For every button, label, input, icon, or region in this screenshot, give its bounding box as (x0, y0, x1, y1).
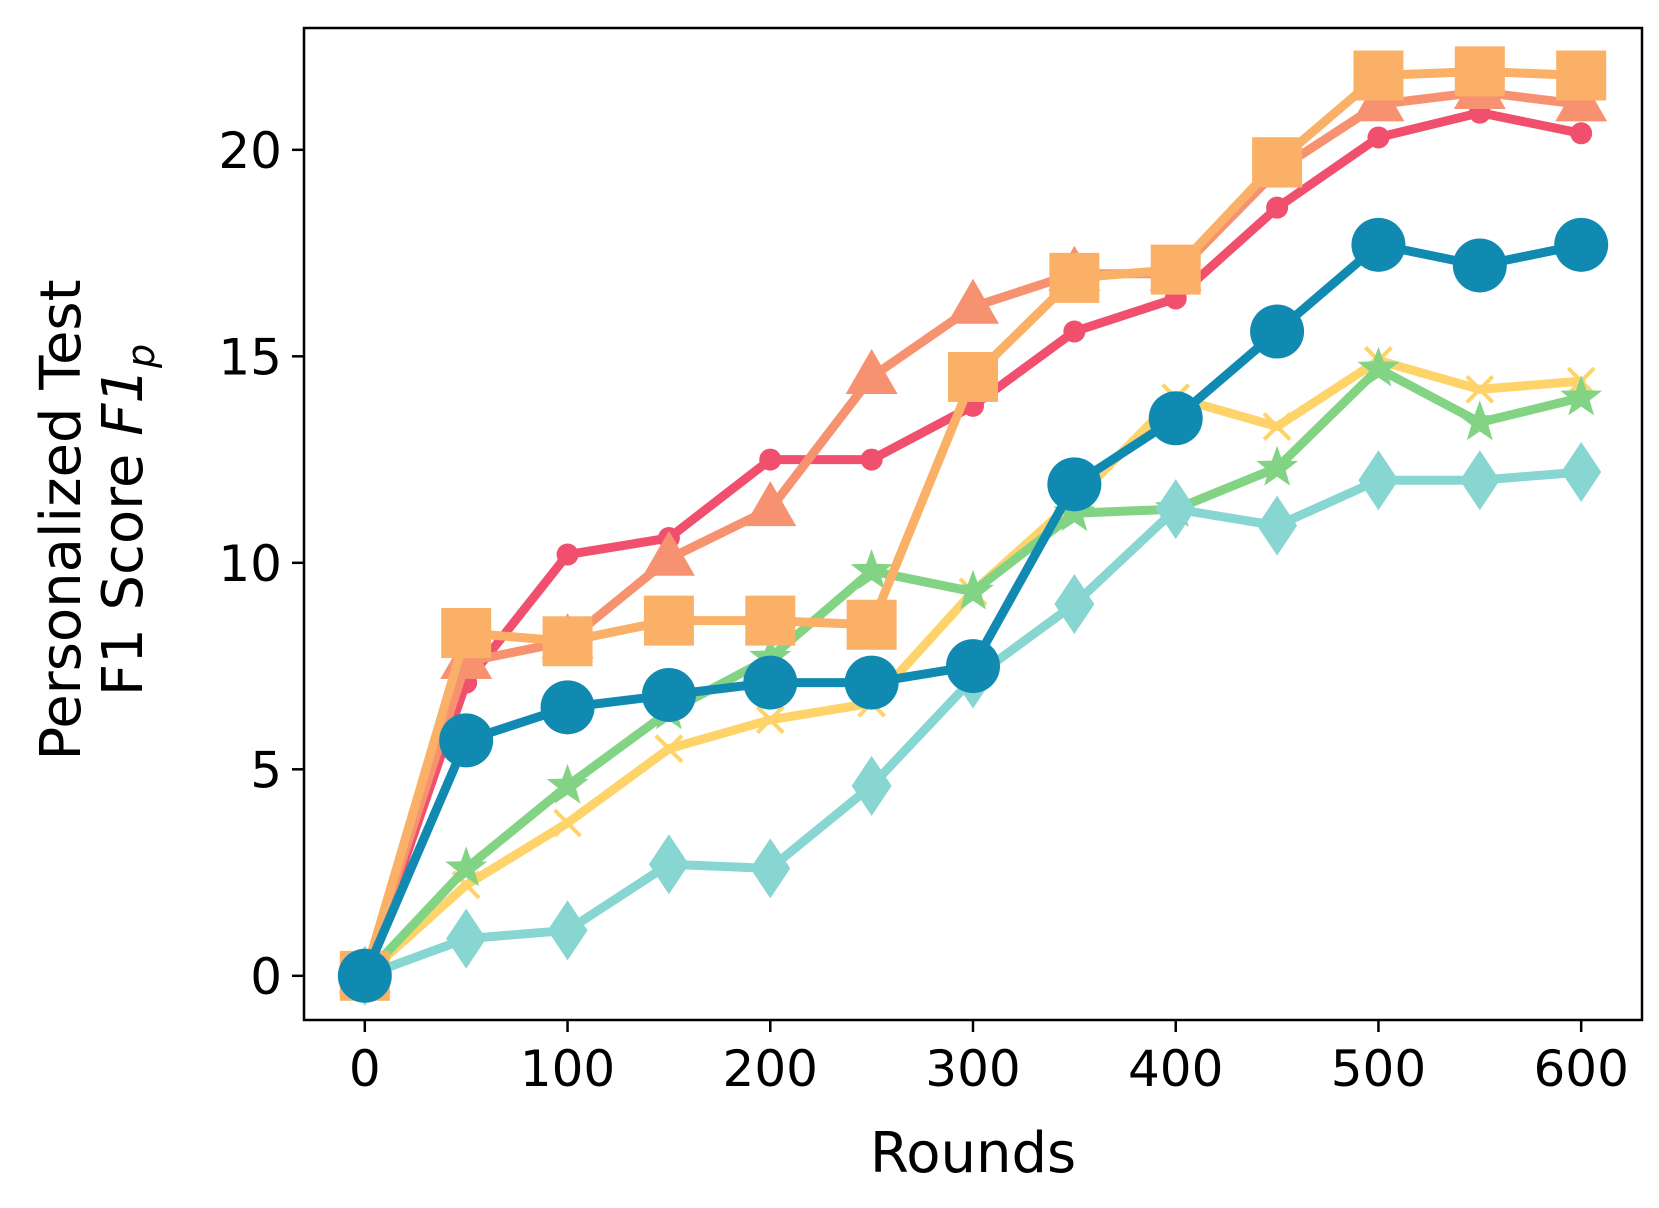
data-point-marker (648, 834, 689, 895)
data-point-marker (337, 948, 392, 1003)
x-tick-label: 100 (520, 1040, 615, 1098)
data-point-marker (1063, 320, 1086, 343)
data-point-marker (642, 530, 695, 576)
y-tick-label: 10 (218, 535, 282, 593)
data-point-marker (547, 900, 588, 961)
data-point-marker (745, 595, 796, 646)
y-axis-label: Personalized Test F1 Score F1p (29, 279, 163, 760)
data-point-marker (1458, 400, 1501, 441)
data-point-marker (1250, 304, 1305, 359)
data-point-marker (641, 667, 696, 722)
data-point-marker (1560, 375, 1603, 416)
data-point-marker (743, 655, 798, 710)
data-point-marker (851, 755, 892, 816)
data-point-marker (1049, 252, 1100, 303)
data-point-marker (744, 481, 797, 527)
data-point-marker (1262, 412, 1292, 441)
y-axis-label-line2: F1 Score F1p (91, 344, 163, 696)
data-point-marker (1570, 122, 1593, 145)
data-point-marker (1257, 495, 1298, 556)
y-axis-label-sub: p (119, 344, 163, 369)
series-6 (339, 46, 1607, 1001)
data-point-marker (542, 616, 593, 667)
data-point-marker (850, 549, 893, 589)
y-tick-label: 5 (250, 741, 282, 799)
plot-layer (337, 46, 1609, 1006)
data-point-marker (947, 278, 999, 324)
data-point-marker (1351, 217, 1406, 272)
data-point-marker (846, 599, 897, 650)
data-point-marker (844, 655, 899, 710)
series-1 (353, 101, 1593, 987)
data-point-marker (1554, 217, 1609, 272)
data-point-marker (1054, 574, 1095, 635)
data-point-marker (860, 448, 883, 471)
x-tick-label: 200 (723, 1040, 818, 1098)
data-point-marker (1256, 445, 1298, 486)
data-point-marker (1047, 457, 1102, 512)
data-point-marker (755, 705, 785, 735)
data-point-marker (1454, 46, 1505, 97)
data-point-marker (1561, 441, 1602, 502)
data-point-marker (1148, 391, 1203, 446)
data-point-marker (759, 448, 782, 471)
data-point-marker (952, 569, 994, 610)
x-tick-label: 400 (1128, 1040, 1223, 1098)
data-point-marker (1556, 50, 1607, 101)
y-tick-label: 0 (250, 948, 282, 1006)
x-axis: 0 100 200 300 400 500 600 (349, 1020, 1629, 1098)
data-point-marker (556, 543, 579, 566)
data-point-marker (1459, 450, 1500, 511)
series-5 (344, 441, 1602, 1006)
data-point-marker (1266, 196, 1289, 219)
data-point-marker (845, 348, 898, 394)
data-point-marker (540, 680, 595, 735)
data-point-marker (546, 763, 589, 804)
data-point-marker (1452, 238, 1507, 293)
data-point-marker (445, 846, 488, 887)
data-point-marker (1150, 244, 1201, 295)
plot-frame (302, 26, 1644, 1022)
y-axis: 0 5 10 15 20 (218, 122, 304, 1006)
x-tick-label: 0 (349, 1040, 381, 1098)
data-point-marker (643, 595, 694, 646)
y-axis-label-var: F1 (91, 368, 156, 436)
data-point-marker (1357, 346, 1400, 387)
x-tick-label: 300 (925, 1040, 1020, 1098)
data-point-marker (1367, 126, 1390, 149)
data-point-marker (439, 713, 494, 768)
y-tick-label: 20 (218, 122, 282, 180)
series-line (360, 87, 1586, 981)
data-point-marker (1358, 450, 1399, 511)
data-point-marker (446, 908, 487, 969)
series-2 (338, 64, 1608, 993)
data-point-marker (750, 838, 791, 899)
data-point-marker (946, 639, 1000, 694)
data-point-marker (441, 608, 492, 659)
data-point-marker (654, 734, 684, 764)
x-tick-label: 500 (1331, 1040, 1426, 1098)
y-axis-label-prefix: F1 Score (91, 436, 156, 696)
y-tick-label: 15 (218, 328, 282, 386)
data-point-marker (1465, 374, 1495, 404)
x-axis-label: Rounds (870, 1121, 1076, 1186)
data-point-marker (553, 808, 582, 838)
data-point-marker (1155, 479, 1196, 540)
data-point-marker (948, 351, 998, 402)
series-7 (337, 217, 1609, 1003)
x-tick-label: 600 (1533, 1040, 1628, 1098)
y-axis-label-line1: Personalized Test (29, 279, 94, 760)
data-point-marker (1252, 137, 1303, 188)
data-point-marker (1353, 50, 1404, 101)
